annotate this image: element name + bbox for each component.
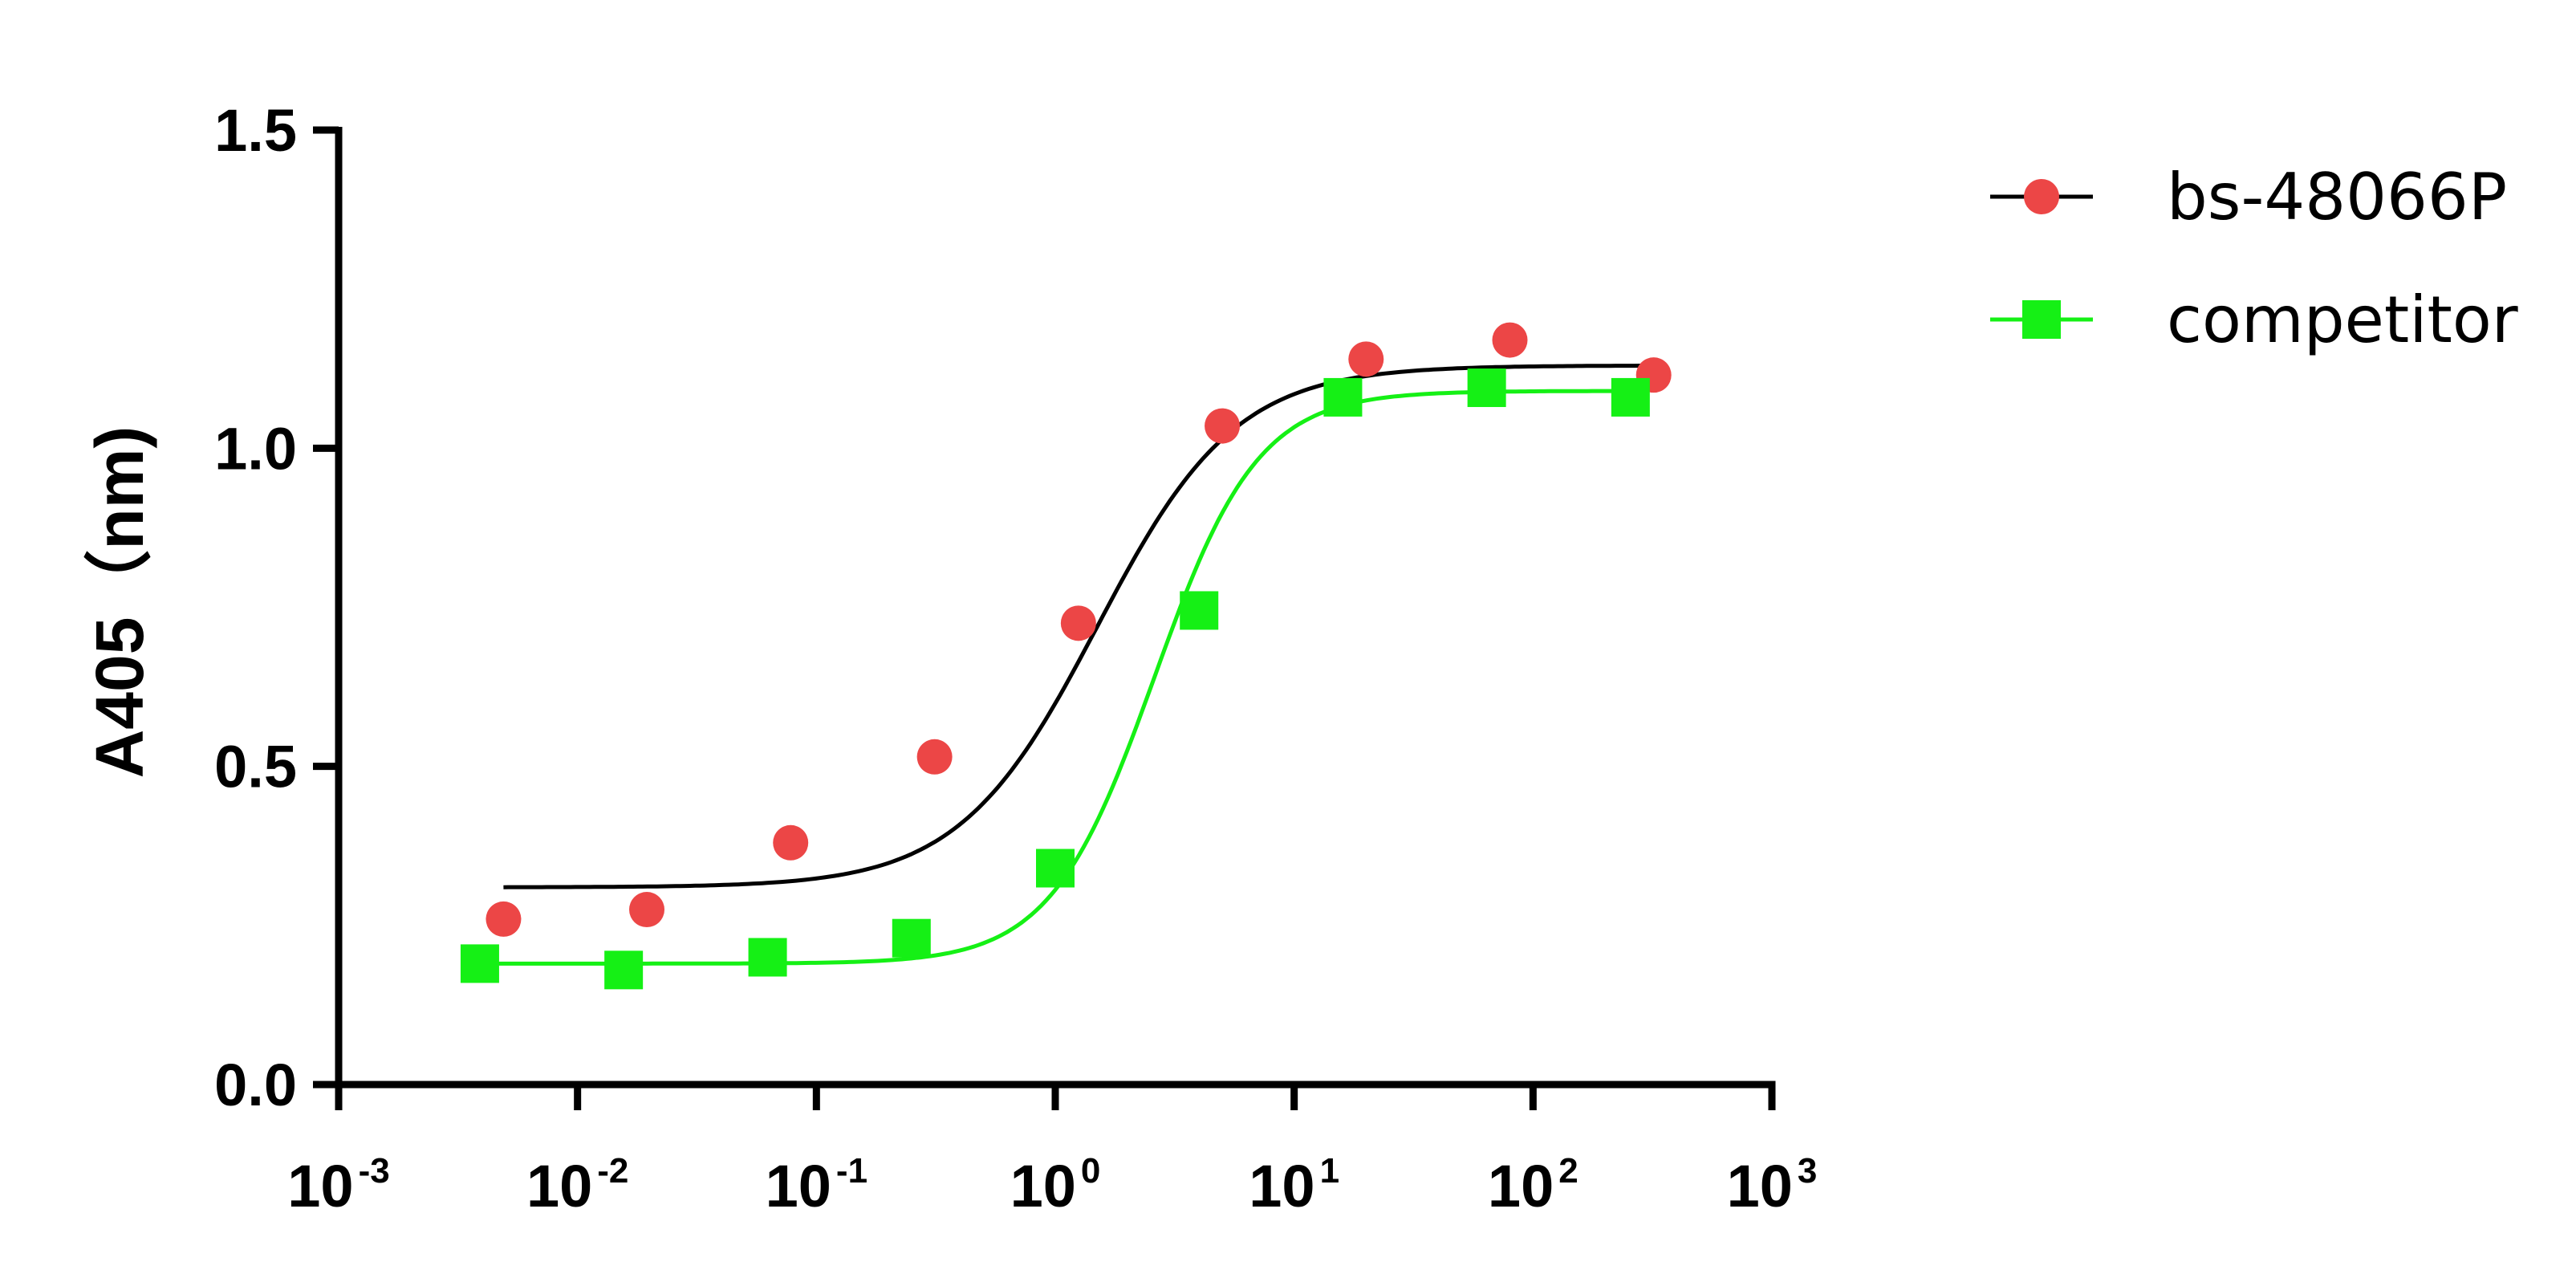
- y-tick-label: 0.0: [214, 1052, 297, 1118]
- data-point: [1348, 341, 1384, 377]
- data-points: [460, 322, 1672, 990]
- data-point: [1205, 408, 1241, 444]
- fit-curve-bs-48066P: [503, 364, 1654, 889]
- data-point: [1611, 377, 1650, 417]
- legend-label: competitor: [2167, 283, 2518, 357]
- fit-curve-competitor: [479, 389, 1631, 966]
- data-point: [1467, 368, 1506, 408]
- y-tick-label: 1.0: [214, 415, 297, 482]
- data-point: [916, 739, 953, 775]
- x-tick-label: 10 3: [1727, 1151, 1818, 1219]
- axes: 0.0 0.5 1.0 1.5 10 -3 10 -2 10 -1 10 0 10 1 10 2 10 3: [214, 97, 1817, 1219]
- data-point: [748, 938, 787, 977]
- data-point: [460, 944, 499, 983]
- data-point: [629, 892, 665, 928]
- data-point: [1036, 849, 1075, 888]
- fit-curves: [479, 364, 1654, 966]
- legend-label: bs-48066P: [2167, 160, 2507, 234]
- legend: bs-48066P competitor: [1990, 160, 2518, 357]
- data-point: [1180, 591, 1219, 630]
- data-point: [892, 918, 931, 958]
- x-tick-label: 10 2: [1488, 1151, 1579, 1219]
- data-point: [1060, 605, 1096, 641]
- data-point: [1323, 377, 1363, 417]
- legend-marker: [2024, 179, 2059, 214]
- x-tick-label: 10 1: [1249, 1151, 1339, 1219]
- x-tick-label: 10 -1: [766, 1151, 867, 1219]
- x-tick-label: 10 -3: [287, 1151, 389, 1219]
- data-point: [773, 824, 809, 861]
- x-tick-label: 10 0: [1010, 1151, 1101, 1219]
- legend-marker: [2022, 300, 2061, 339]
- x-tick-label: 10 -2: [526, 1151, 628, 1219]
- y-axis-title: A405（nm): [82, 426, 157, 779]
- y-tick-label: 1.5: [214, 97, 297, 164]
- y-tick-label: 0.5: [214, 734, 297, 800]
- data-point: [1492, 322, 1528, 358]
- data-point: [486, 901, 522, 937]
- data-point: [604, 950, 644, 990]
